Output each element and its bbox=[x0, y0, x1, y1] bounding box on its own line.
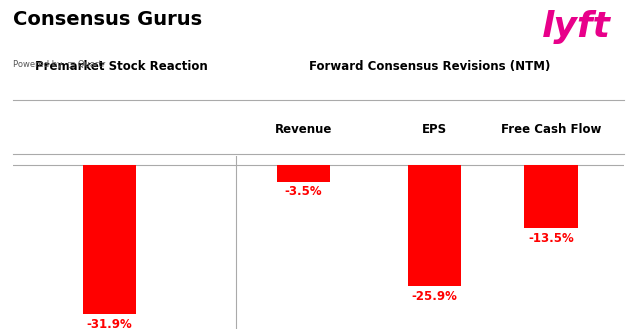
Text: Powered by  □ Quartr: Powered by □ Quartr bbox=[13, 60, 105, 69]
Text: Revenue: Revenue bbox=[275, 123, 332, 136]
Text: -3.5%: -3.5% bbox=[285, 186, 323, 199]
Text: Consensus Gurus: Consensus Gurus bbox=[13, 10, 202, 29]
Bar bbox=[83, 165, 136, 314]
Bar bbox=[408, 165, 461, 286]
Text: -31.9%: -31.9% bbox=[87, 318, 132, 331]
Text: Free Cash Flow: Free Cash Flow bbox=[501, 123, 601, 136]
Text: -25.9%: -25.9% bbox=[411, 290, 457, 303]
Text: -13.5%: -13.5% bbox=[528, 232, 574, 245]
Bar bbox=[524, 165, 578, 228]
Text: lyft: lyft bbox=[542, 10, 611, 44]
Text: Premarket Stock Reaction: Premarket Stock Reaction bbox=[35, 60, 208, 73]
Bar bbox=[277, 165, 330, 182]
Text: Forward Consensus Revisions (NTM): Forward Consensus Revisions (NTM) bbox=[309, 60, 551, 73]
Text: EPS: EPS bbox=[422, 123, 447, 136]
